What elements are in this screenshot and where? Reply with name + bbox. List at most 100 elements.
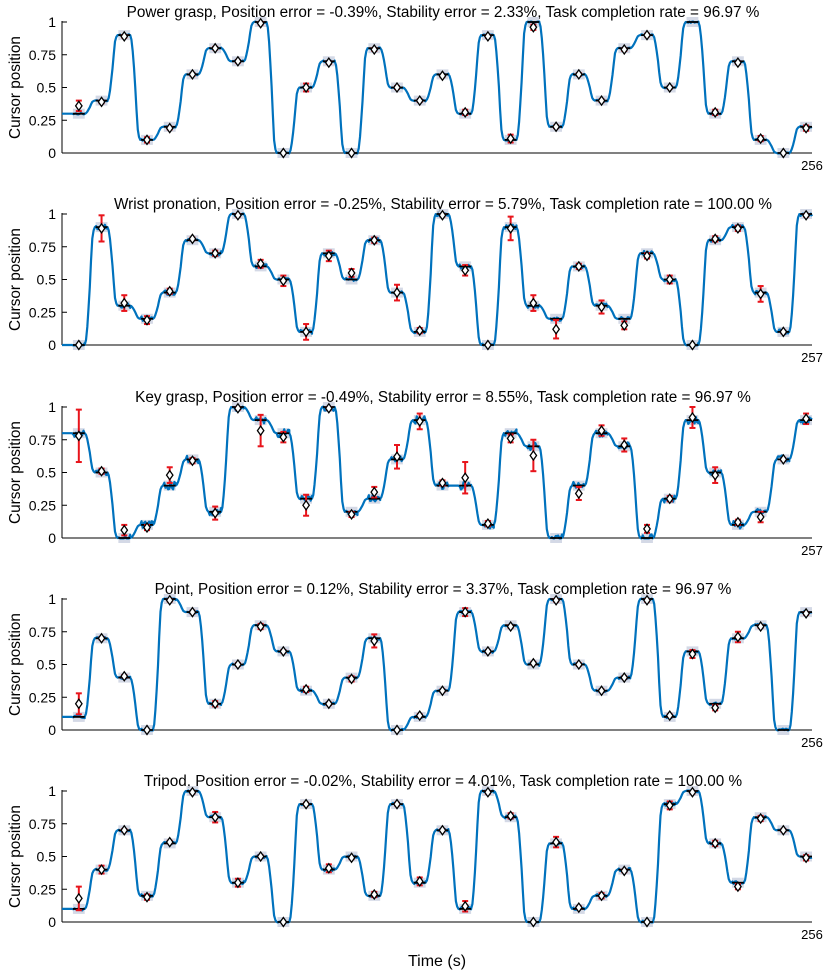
x-tick-label: 256: [801, 735, 823, 750]
mean-marker: [165, 285, 174, 297]
mean-marker: [620, 319, 629, 331]
mean-marker: [733, 881, 742, 893]
chart-title: Wrist pronation, Position error = -0.25%…: [114, 196, 772, 213]
mean-marker: [233, 402, 242, 414]
mean-marker: [233, 55, 242, 67]
mean-marker: [643, 916, 651, 928]
mean-marker: [733, 222, 742, 235]
mean-marker: [165, 594, 174, 606]
mean-marker: [552, 121, 561, 133]
mean-marker: [529, 916, 538, 928]
mean-marker: [506, 222, 515, 235]
chart-panel-2: Key grasp, Position error = -0.49%, Stab…: [7, 389, 823, 558]
mean-marker: [324, 250, 333, 262]
mean-marker: [483, 786, 492, 798]
mean-marker: [256, 424, 265, 437]
mean-marker: [438, 824, 447, 836]
mean-marker: [779, 326, 788, 338]
mean-marker: [529, 449, 538, 462]
mean-marker: [733, 56, 742, 69]
mean-marker: [393, 724, 401, 736]
mean-marker: [370, 234, 379, 246]
mean-marker: [643, 523, 651, 535]
mean-marker: [97, 863, 106, 876]
y-tick-label: 0.25: [29, 689, 56, 705]
chart-title: Power grasp, Position error = -0.39%, St…: [127, 4, 760, 21]
mean-marker: [302, 499, 311, 511]
y-tick-label: 0.25: [29, 881, 56, 897]
mean-marker: [233, 658, 242, 671]
mean-marker: [643, 250, 651, 262]
mean-marker: [97, 632, 106, 644]
mean-marker: [461, 472, 470, 484]
mean-marker: [461, 900, 470, 912]
mean-marker: [165, 469, 174, 481]
cursor-trace: [62, 212, 813, 347]
mean-marker: [97, 222, 106, 235]
mean-marker: [802, 607, 811, 620]
mean-marker: [370, 888, 379, 901]
mean-marker: [688, 339, 697, 351]
mean-marker: [279, 431, 288, 443]
y-tick-label: 0.5: [37, 80, 57, 96]
mean-marker: [302, 798, 311, 810]
x-tick-label: 257: [801, 543, 823, 558]
mean-marker: [256, 620, 265, 633]
y-axis-label: Cursor position: [7, 421, 24, 524]
mean-marker: [620, 439, 629, 451]
mean-marker: [597, 301, 606, 313]
mean-marker: [483, 645, 492, 658]
y-tick-label: 0.75: [29, 239, 56, 255]
mean-marker: [143, 891, 151, 903]
mean-marker: [347, 673, 356, 685]
mean-marker: [143, 314, 151, 326]
x-axis-label: Time (s): [408, 953, 466, 970]
cursor-trace: [62, 597, 813, 732]
y-tick-label: 0.75: [29, 432, 56, 448]
y-tick-label: 0.75: [29, 47, 56, 63]
mean-marker: [370, 635, 379, 647]
y-tick-label: 0.5: [37, 657, 57, 673]
mean-marker: [506, 620, 515, 633]
mean-marker: [438, 477, 447, 489]
mean-marker: [279, 916, 288, 928]
mean-marker: [574, 260, 583, 273]
mean-marker: [347, 147, 356, 159]
mean-marker: [461, 606, 470, 618]
mean-marker: [120, 297, 129, 309]
y-axis-label: Cursor position: [7, 805, 24, 908]
mean-marker: [597, 890, 606, 902]
mean-marker: [711, 469, 720, 481]
mean-marker: [415, 709, 424, 722]
mean-marker: [324, 698, 333, 710]
mean-marker: [733, 631, 742, 643]
y-tick-label: 1: [48, 14, 56, 30]
x-tick-label: 256: [801, 927, 823, 942]
mean-marker: [302, 81, 311, 94]
mean-marker: [552, 594, 561, 606]
y-tick-label: 0: [48, 530, 56, 546]
y-axis-label: Cursor position: [7, 613, 24, 716]
mean-marker: [415, 875, 424, 888]
mean-marker: [393, 798, 401, 810]
mean-marker: [415, 94, 424, 107]
mean-marker: [165, 836, 174, 848]
mean-marker: [711, 837, 720, 850]
mean-marker: [347, 852, 356, 864]
y-tick-label: 1: [48, 206, 56, 222]
mean-marker: [756, 132, 765, 145]
mean-marker: [256, 258, 265, 270]
mean-marker: [279, 275, 288, 287]
mean-marker: [665, 273, 674, 286]
mean-marker: [393, 451, 401, 463]
mean-marker: [188, 233, 197, 245]
mean-marker: [302, 326, 311, 338]
mean-marker: [506, 432, 515, 445]
mean-marker: [279, 147, 288, 159]
mean-marker: [574, 901, 583, 914]
y-tick-label: 0: [48, 914, 56, 930]
mean-marker: [143, 134, 151, 146]
mean-marker: [415, 415, 424, 428]
y-tick-label: 0.75: [29, 816, 56, 832]
